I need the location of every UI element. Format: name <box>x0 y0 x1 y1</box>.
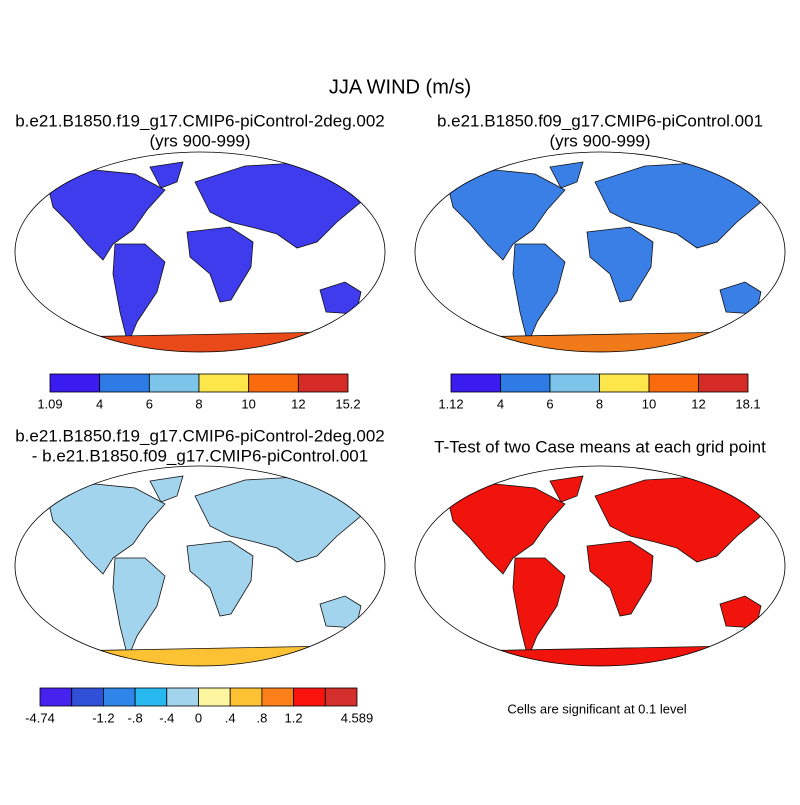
panel-title: (yrs 900-999) <box>149 131 250 150</box>
colorbar-label: 1.09 <box>37 396 62 411</box>
colorbar-box <box>166 687 199 707</box>
colorbar-label: 10 <box>241 396 255 411</box>
panel-title: b.e21.B1850.f09_g17.CMIP6-piControl.001 <box>437 111 763 130</box>
colorbar-box <box>229 687 263 707</box>
panel-title: - b.e21.B1850.f09_g17.CMIP6-piControl.00… <box>32 446 368 465</box>
colorbar-box <box>99 373 150 393</box>
colorbar-label: 6 <box>146 396 153 411</box>
panel-title: b.e21.B1850.f19_g17.CMIP6-piControl-2deg… <box>15 111 385 130</box>
colorbar-label: 18.1 <box>735 396 760 411</box>
colorbar-box <box>49 373 101 393</box>
map <box>14 151 386 353</box>
colorbar-label: 8 <box>596 396 603 411</box>
colorbar-box <box>698 373 749 393</box>
colorbar-label: -1.2 <box>92 710 114 725</box>
colorbar-box <box>450 373 501 393</box>
colorbar-label: 12 <box>691 396 705 411</box>
colorbar-box <box>71 687 104 707</box>
map <box>414 151 786 353</box>
colorbar-label: 12 <box>291 396 305 411</box>
colorbar-label: 8 <box>195 396 202 411</box>
colorbar-label: .4 <box>225 710 236 725</box>
colorbar-box <box>599 373 650 393</box>
colorbar-box <box>297 373 349 393</box>
colorbar-box <box>103 687 136 707</box>
colorbar-label: 15.2 <box>335 396 360 411</box>
colorbar-box <box>500 373 551 393</box>
colorbar-label: 10 <box>642 396 656 411</box>
colorbar-label: -4.74 <box>25 710 55 725</box>
panel-title: b.e21.B1850.f19_g17.CMIP6-piControl-2deg… <box>15 426 385 445</box>
panel-title: (yrs 900-999) <box>549 131 650 150</box>
colorbar-label: 4 <box>497 396 504 411</box>
colorbar-label: -.8 <box>128 710 143 725</box>
colorbar-label: 4.589 <box>341 710 374 725</box>
colorbar-box <box>198 687 231 707</box>
colorbar-box <box>134 687 168 707</box>
colorbar-box <box>248 373 299 393</box>
colorbar-label: .8 <box>256 710 267 725</box>
figure-title: JJA WIND (m/s) <box>329 76 471 98</box>
map <box>14 465 386 667</box>
colorbar-label: 0 <box>195 710 202 725</box>
map <box>414 465 786 667</box>
colorbar-box <box>198 373 250 393</box>
colorbar-box <box>293 687 326 707</box>
colorbar-label: 6 <box>546 396 553 411</box>
colorbar-label: -.4 <box>159 710 174 725</box>
colorbar-label: 1.2 <box>285 710 303 725</box>
colorbar-box <box>324 687 358 707</box>
colorbar-box <box>148 373 200 393</box>
colorbar-box <box>648 373 699 393</box>
panel-title: T-Test of two Case means at each grid po… <box>434 437 766 456</box>
colorbar-box <box>549 373 600 393</box>
colorbar-box <box>261 687 294 707</box>
colorbar-label: 4 <box>96 396 103 411</box>
colorbar-box <box>39 687 73 707</box>
note: Cells are significant at 0.1 level <box>507 701 686 716</box>
colorbar-label: 1.12 <box>438 396 463 411</box>
